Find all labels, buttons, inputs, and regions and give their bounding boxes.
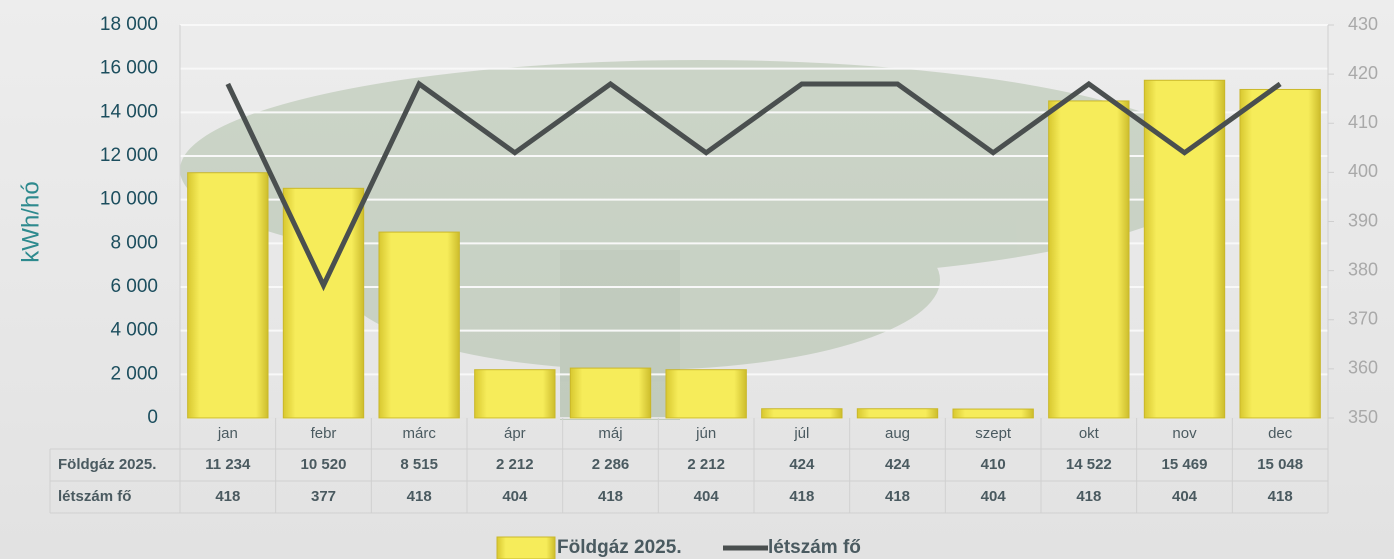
legend-swatch: [497, 537, 555, 559]
bar: [953, 409, 1033, 418]
bar: [1240, 89, 1320, 418]
table-value: 418: [1076, 488, 1101, 505]
bar: [666, 370, 746, 418]
y-tick-label: 0: [147, 407, 158, 428]
table-value: 11 234: [205, 456, 251, 473]
table-value: 418: [407, 488, 432, 505]
y2-tick-label: 360: [1348, 358, 1378, 378]
category-label: máj: [598, 425, 622, 442]
table-value: 418: [789, 488, 814, 505]
table-value: 2 286: [592, 456, 630, 473]
y-tick-label: 10 000: [100, 189, 158, 210]
y2-tick-label: 430: [1348, 14, 1378, 34]
category-label: nov: [1172, 425, 1197, 442]
y-axis-label: kWh/hó: [17, 181, 44, 262]
table-value: 8 515: [400, 456, 438, 473]
y2-tick-label: 420: [1348, 63, 1378, 83]
y-tick-label: 4 000: [110, 320, 158, 341]
y-tick-label: 14 000: [100, 101, 158, 122]
table-row-label: létszám fő: [58, 488, 131, 505]
y-tick-label: 6 000: [110, 276, 158, 297]
table-value: 404: [981, 488, 1007, 505]
category-label: szept: [975, 425, 1012, 442]
y2-tick-label: 410: [1348, 112, 1378, 132]
table-value: 404: [502, 488, 528, 505]
category-label: márc: [402, 425, 436, 442]
category-label: okt: [1079, 425, 1100, 442]
y-tick-label: 8 000: [110, 232, 158, 253]
table-value: 410: [981, 456, 1006, 473]
y2-tick-label: 390: [1348, 210, 1378, 230]
y2-tick-label: 400: [1348, 161, 1378, 181]
table-value: 404: [694, 488, 720, 505]
table-value: 10 520: [301, 456, 347, 473]
bar: [570, 368, 650, 418]
table-value: 377: [311, 488, 336, 505]
bar: [475, 370, 555, 418]
category-label: júl: [793, 425, 809, 442]
y-tick-label: 16 000: [100, 58, 158, 79]
bar: [188, 173, 268, 418]
category-label: jan: [217, 425, 238, 442]
legend-label: létszám fő: [768, 537, 861, 558]
y-tick-label: 12 000: [100, 145, 158, 166]
table-value: 418: [598, 488, 623, 505]
table-value: 15 469: [1162, 456, 1208, 473]
table-value: 404: [1172, 488, 1198, 505]
y-tick-label: 2 000: [110, 363, 158, 384]
table-value: 418: [1268, 488, 1293, 505]
table-value: 424: [789, 456, 815, 473]
table-value: 2 212: [496, 456, 534, 473]
table-value: 424: [885, 456, 911, 473]
chart: kWh/hó 0 2 000 4 000 6 000 8 000 10 000 12 000…: [0, 0, 1394, 559]
bar: [1049, 101, 1129, 418]
table-value: 418: [215, 488, 240, 505]
category-label: jún: [695, 425, 716, 442]
bar: [857, 409, 937, 418]
table-value: 2 212: [687, 456, 725, 473]
table-value: 418: [885, 488, 910, 505]
y2-tick-label: 380: [1348, 259, 1378, 279]
table-value: 14 522: [1066, 456, 1112, 473]
y2-tick-label: 350: [1348, 407, 1378, 427]
bar: [762, 409, 842, 418]
y-tick-label: 18 000: [100, 14, 158, 35]
category-label: ápr: [504, 425, 526, 442]
category-label: febr: [311, 425, 337, 442]
category-label: aug: [885, 425, 910, 442]
table-value: 15 048: [1257, 456, 1303, 473]
y2-tick-label: 370: [1348, 309, 1378, 329]
category-label: dec: [1268, 425, 1293, 442]
bar: [379, 232, 459, 418]
legend-label: Földgáz 2025.: [557, 537, 682, 558]
table-row-label: Földgáz 2025.: [58, 456, 156, 473]
